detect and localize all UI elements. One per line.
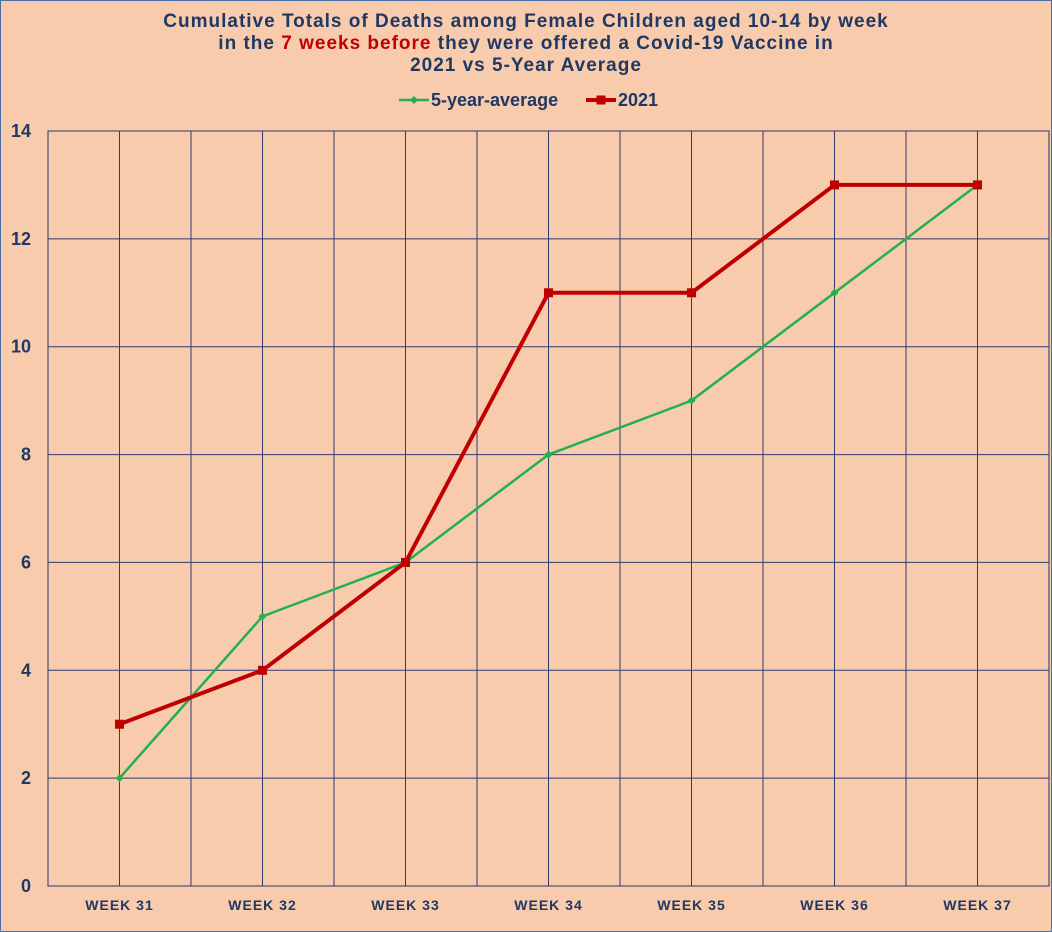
chart-title: Cumulative Totals of Deaths among Female… (1, 11, 1051, 77)
y-tick-label: 6 (21, 552, 31, 572)
data-point (687, 288, 696, 298)
data-point (258, 612, 267, 621)
x-tick-label: WEEK 34 (514, 897, 582, 913)
legend-marker (596, 95, 606, 105)
data-point (115, 774, 124, 783)
y-tick-label: 10 (11, 337, 31, 357)
x-tick-label: WEEK 36 (800, 897, 868, 913)
x-tick-label: WEEK 35 (657, 897, 725, 913)
x-tick-label: WEEK 33 (371, 897, 439, 913)
chart-title-line-2: in the 7 weeks before they were offered … (1, 33, 1051, 55)
data-point (830, 288, 839, 297)
x-tick-label: WEEK 37 (943, 897, 1011, 913)
data-point (115, 719, 124, 729)
y-tick-label: 12 (11, 229, 31, 249)
data-point (687, 396, 696, 405)
y-tick-label: 14 (11, 121, 31, 141)
data-point (973, 180, 982, 190)
x-tick-label: WEEK 32 (228, 897, 296, 913)
legend-label: 5-year-average (431, 90, 558, 110)
data-point (258, 665, 267, 675)
y-tick-label: 2 (21, 768, 31, 788)
y-tick-label: 8 (21, 445, 31, 465)
y-tick-label: 4 (21, 660, 31, 680)
chart-title-highlight: 7 weeks before (281, 33, 432, 54)
data-point (544, 450, 553, 459)
data-point (830, 180, 839, 190)
x-tick-label: WEEK 31 (85, 897, 153, 913)
data-point (544, 288, 553, 298)
legend-marker (410, 96, 418, 104)
y-tick-label: 0 (21, 876, 31, 896)
legend: 5-year-average 2021 (399, 90, 658, 110)
chart-title-line-3: 2021 vs 5-Year Average (410, 55, 642, 76)
chart-title-line-2-pre: in the (218, 33, 282, 54)
chart-title-line-1: Cumulative Totals of Deaths among Female… (163, 11, 889, 32)
chart-title-line-2-post: they were offered a Covid-19 Vaccine in (431, 33, 834, 54)
data-point (401, 557, 410, 567)
legend-label: 2021 (618, 90, 658, 110)
